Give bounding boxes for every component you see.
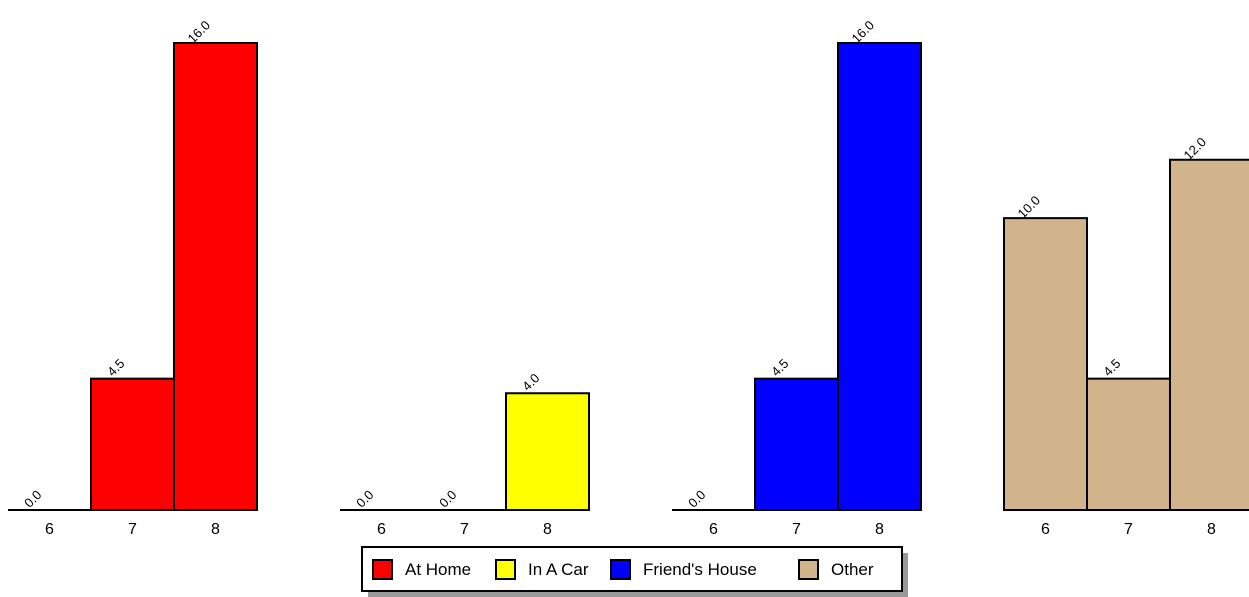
panel-at-home: 0.06 4.5 7 16.0 8 [8, 18, 258, 538]
panel-other: 10.0 6 4.5 7 12.0 8 [1003, 134, 1249, 538]
data-label: 0.0 [353, 487, 376, 510]
x-tick-label: 6 [1041, 521, 1050, 538]
x-tick-label: 6 [377, 521, 386, 538]
bar-at-home-8 [173, 42, 258, 511]
bar-other-7 [1086, 377, 1171, 511]
data-label: 4.0 [519, 370, 542, 393]
bar-other-8 [1169, 158, 1249, 511]
legend: At Home In A Car Friend's House Other [361, 546, 908, 597]
legend-label: In A Car [528, 560, 589, 579]
x-tick-label: 7 [460, 521, 469, 538]
data-label: 0.0 [436, 487, 459, 510]
bar-in-a-car-8 [505, 392, 590, 511]
data-label: 4.5 [768, 356, 791, 379]
x-tick-label: 8 [1207, 521, 1216, 538]
bar-friend-s-house-7 [754, 377, 839, 511]
legend-swatch [798, 559, 819, 580]
data-label: 4.5 [104, 356, 127, 379]
bar-friend-s-house-8 [837, 42, 922, 511]
legend-item-friend-s-house: Friend's House [610, 559, 757, 580]
x-tick-label: 8 [875, 521, 884, 538]
x-tick-label: 7 [128, 521, 137, 538]
panel-in-a-car: 0.060.074.08 [340, 370, 590, 538]
legend-swatch [372, 559, 393, 580]
legend-item-in-a-car: In A Car [495, 559, 589, 580]
data-label: 10.0 [1015, 193, 1044, 222]
x-tick-label: 6 [709, 521, 718, 538]
legend-item-at-home: At Home [372, 559, 471, 580]
x-tick-label: 7 [792, 521, 801, 538]
x-tick-label: 8 [543, 521, 552, 538]
x-tick-label: 7 [1124, 521, 1133, 538]
data-label: 4.5 [1100, 356, 1123, 379]
bar-at-home-7 [90, 377, 175, 511]
legend-swatch [610, 559, 631, 580]
legend-label: At Home [405, 560, 471, 579]
legend-label: Other [831, 560, 874, 579]
panel-friend-s-house: 0.06 4.5 7 16.0 8 [672, 18, 922, 538]
legend-label: Friend's House [643, 560, 757, 579]
x-tick-label: 8 [211, 521, 220, 538]
data-label: 0.0 [21, 487, 44, 510]
legend-item-other: Other [798, 559, 874, 580]
x-tick-label: 6 [45, 521, 54, 538]
legend-swatch [495, 559, 516, 580]
data-label: 0.0 [685, 487, 708, 510]
chart-panels: 0.064.5716.080.060.074.080.064.5716.0810… [8, 18, 1249, 538]
data-label: 12.0 [1181, 134, 1210, 163]
bar-other-6 [1003, 217, 1088, 511]
data-label: 16.0 [849, 18, 878, 47]
data-label: 16.0 [185, 18, 214, 47]
